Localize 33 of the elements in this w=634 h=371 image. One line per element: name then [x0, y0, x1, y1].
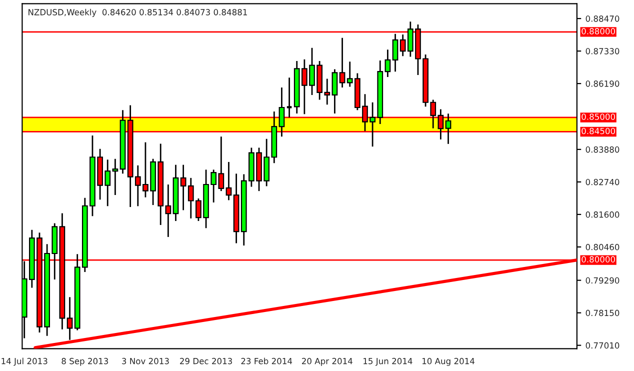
x-tick-label: 14 Jul 2013: [2, 358, 48, 366]
y-tick-label: 0.79290: [586, 277, 620, 284]
y-tick-label: 0.87330: [586, 48, 620, 54]
x-tick-label: 10 Aug 2014: [422, 358, 474, 366]
ref-line-label: 0.80000: [582, 256, 616, 262]
x-tick-label: 8 Sep 2013: [62, 358, 108, 366]
candlestick: [286, 76, 293, 118]
candlestick: [384, 48, 391, 78]
candlestick: [332, 68, 338, 114]
x-tick-label: 20 Apr 2014: [302, 358, 352, 366]
x-tick-label: 29 Dec 2013: [180, 358, 232, 364]
y-tick-label: 0.77010: [586, 342, 620, 349]
candlestick: [392, 33, 398, 72]
ref-line-label: 0.85000: [582, 114, 616, 120]
candlestick: [66, 296, 73, 341]
y-tick-label: 0.83880: [586, 146, 620, 153]
candlestick: [339, 37, 346, 88]
y-tick-label: 0.88470: [586, 16, 620, 22]
candlestick: [445, 112, 452, 145]
x-tick-label: 3 Nov 2013: [122, 358, 169, 364]
y-tick-label: 0.80460: [586, 244, 620, 250]
x-tick-label: 15 Jun 2014: [364, 358, 412, 366]
ref-line-label: 0.84500: [582, 128, 616, 134]
y-tick-label: 0.81600: [586, 211, 620, 218]
ref-line-label: 0.88000: [582, 28, 616, 34]
text: NZDUSD,Weekly 0.84620 0.85134 0.84073 0.84881: [28, 8, 247, 17]
candlestick: [226, 161, 232, 201]
y-tick-label: 0.82740: [586, 178, 620, 186]
x-tick-label: 23 Feb 2014: [241, 358, 292, 364]
candlestick: [278, 86, 285, 138]
candlestick: [112, 158, 118, 196]
y-tick-label: 0.86190: [586, 80, 620, 87]
y-tick-label: 0.78150: [586, 310, 620, 316]
